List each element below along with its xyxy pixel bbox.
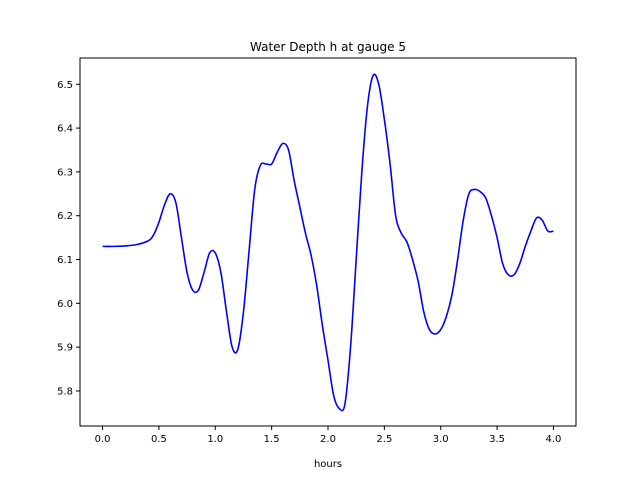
y-tick-label: 6.4: [57, 124, 73, 135]
x-tick-label: 0.0: [95, 434, 111, 445]
series-layer: [102, 73, 554, 412]
x-axis: 0.0 0.5 1.0 1.5 2.0 2.5 3.0 3.5 4.0: [95, 426, 562, 445]
y-tick-label: 6.3: [57, 167, 73, 178]
x-tick-label: 1.5: [264, 434, 280, 445]
x-tick-label: 4.0: [546, 434, 562, 445]
x-tick-label: 3.0: [433, 434, 449, 445]
x-axis-label: hours: [314, 459, 342, 470]
x-tick-label: 3.5: [489, 434, 505, 445]
plot-frame: [79, 57, 577, 427]
y-tick-label: 5.8: [57, 386, 73, 397]
y-tick-label: 6.1: [57, 255, 73, 266]
x-tick-label: 0.5: [151, 434, 167, 445]
y-axis: 5.8 5.9 6.0 6.1 6.2 6.3 6.4 6.5: [57, 80, 80, 397]
x-tick-label: 1.0: [207, 434, 223, 445]
y-tick-label: 6.2: [57, 211, 73, 222]
series-line: [102, 73, 554, 412]
y-tick-label: 6.5: [57, 80, 73, 91]
y-tick-label: 5.9: [57, 343, 73, 354]
chart-title: Water Depth h at gauge 5: [250, 40, 406, 54]
plot-area: [79, 57, 577, 427]
y-tick-label: 6.0: [57, 299, 73, 310]
x-tick-label: 2.5: [376, 434, 392, 445]
x-tick-label: 2.0: [320, 434, 336, 445]
